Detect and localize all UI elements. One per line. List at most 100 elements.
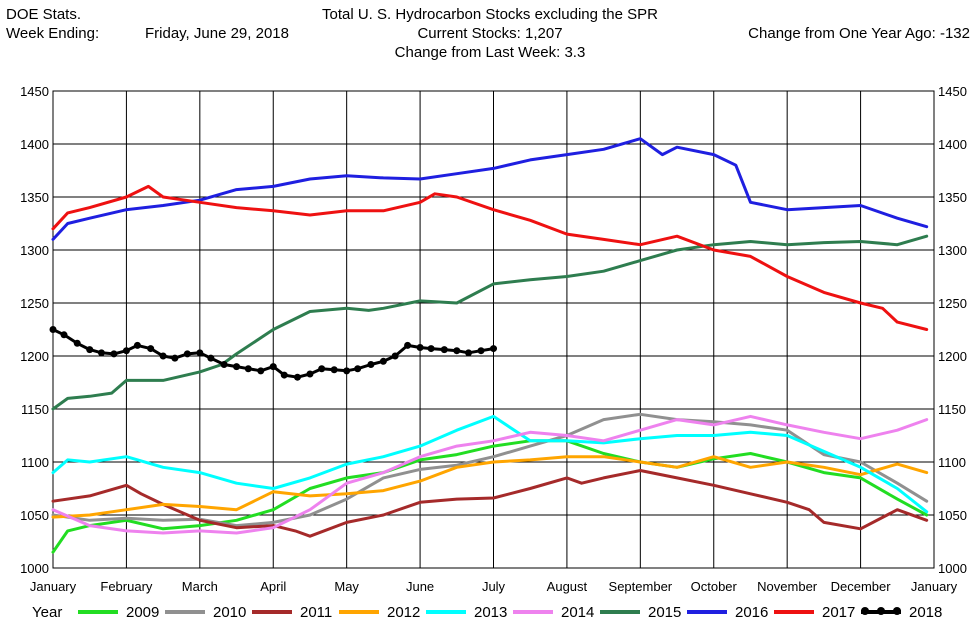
series-point-2018 — [133, 341, 141, 349]
current-stocks: Current Stocks: 1,207 — [417, 25, 563, 42]
x-tick-label: September — [609, 579, 673, 594]
change-from-one-year-ago: Change from One Year Ago: -132 — [748, 25, 970, 42]
series-point-2018 — [465, 349, 473, 357]
series-point-2018 — [416, 344, 424, 352]
series-point-2018 — [269, 363, 277, 371]
series-point-2018 — [159, 352, 167, 360]
legend-swatch — [861, 607, 901, 615]
week-ending-label: Week Ending: — [6, 25, 100, 42]
legend-label: 2009 — [126, 603, 160, 621]
legend-item-2016: 2016 — [687, 600, 768, 624]
legend-label: 2017 — [822, 603, 856, 621]
y-tick-label-left: 1200 — [20, 349, 49, 364]
legend-label: 2012 — [387, 603, 421, 621]
x-tick-label: May — [334, 579, 359, 594]
legend-item-2017: 2017 — [774, 600, 855, 624]
series-point-2018 — [196, 349, 204, 357]
legend-swatch — [687, 610, 727, 614]
legend-label: 2016 — [735, 603, 769, 621]
legend-title: Year — [32, 604, 63, 621]
series-point-2018 — [147, 345, 155, 353]
legend-marker — [877, 607, 885, 615]
y-tick-label-right: 1350 — [938, 190, 967, 205]
legend-item-2009: 2009 — [78, 600, 159, 624]
series-point-2018 — [220, 360, 228, 368]
legend-item-2015: 2015 — [600, 600, 681, 624]
legend-item-2018: 2018 — [861, 600, 942, 624]
y-tick-label-right: 1450 — [938, 84, 967, 99]
x-tick-label: January — [30, 579, 77, 594]
x-tick-label: January — [911, 579, 958, 594]
y-tick-label-right: 1300 — [938, 243, 967, 258]
series-point-2018 — [293, 373, 301, 381]
legend-label: 2013 — [474, 603, 508, 621]
y-tick-label-right: 1200 — [938, 349, 967, 364]
x-tick-label: February — [100, 579, 153, 594]
legend-marker — [893, 607, 901, 615]
legend-swatch — [252, 610, 292, 614]
legend-swatch — [426, 610, 466, 614]
series-line-2012 — [51, 455, 929, 519]
series-line-2015 — [51, 234, 929, 411]
y-tick-label-left: 1350 — [20, 190, 49, 205]
series-point-2018 — [86, 346, 94, 354]
legend-item-2014: 2014 — [513, 600, 594, 624]
y-tick-label-right: 1000 — [938, 561, 967, 576]
x-tick-label: October — [691, 579, 738, 594]
series-point-2018 — [257, 367, 265, 375]
series-line-2013 — [51, 414, 929, 514]
series-point-2018 — [453, 347, 461, 355]
series-point-2018 — [207, 354, 215, 362]
legend-swatch — [600, 610, 640, 614]
legend-swatch — [78, 610, 118, 614]
series-point-2018 — [60, 331, 68, 339]
legend-item-2011: 2011 — [252, 600, 332, 624]
y-tick-label-right: 1150 — [938, 402, 966, 417]
series-point-2018 — [427, 345, 435, 353]
series-point-2018 — [330, 366, 338, 374]
series-line-2017 — [51, 184, 929, 331]
source-label: DOE Stats. — [6, 6, 82, 23]
y-tick-label-left: 1450 — [20, 84, 49, 99]
series-line-2011 — [51, 469, 929, 538]
x-tick-label: March — [182, 579, 218, 594]
legend-label: 2011 — [300, 603, 333, 621]
series-point-2018 — [244, 365, 252, 373]
legend-label: 2014 — [561, 603, 595, 621]
series-point-2018 — [122, 347, 130, 355]
legend-label: 2018 — [909, 603, 943, 621]
line-chart: 1000 1000 1050 1050 1100 1100 1150 1150 1200 1200… — [20, 84, 967, 594]
x-tick-label: December — [831, 579, 892, 594]
x-tick-label: July — [482, 579, 506, 594]
series-line-2014 — [51, 414, 929, 535]
series-point-2018 — [391, 352, 399, 360]
y-tick-label-right: 1250 — [938, 296, 967, 311]
legend-swatch — [165, 610, 205, 614]
legend-label: 2010 — [213, 603, 247, 621]
series-line-2009 — [51, 439, 929, 554]
series-point-2018 — [367, 360, 375, 368]
y-tick-label-left: 1300 — [20, 243, 49, 258]
y-tick-label-right: 1400 — [938, 137, 967, 152]
series-point-2018 — [379, 357, 387, 365]
series-point-2018 — [318, 365, 326, 373]
legend-label: 2015 — [648, 603, 682, 621]
legend-swatch — [774, 610, 814, 614]
change-from-last-week: Change from Last Week: 3.3 — [394, 44, 586, 61]
series-point-2018 — [440, 346, 448, 354]
legend: Year 2009 2010 2011 2012 2013 2014 2015 2016 201… — [0, 600, 974, 626]
series-point-2018 — [233, 363, 241, 371]
legend-swatch — [513, 610, 553, 614]
y-tick-label-left: 1100 — [21, 455, 49, 470]
series-point-2018 — [110, 350, 118, 358]
x-tick-label: April — [260, 579, 286, 594]
x-tick-label: November — [757, 579, 818, 594]
series-point-2018 — [49, 326, 57, 333]
y-tick-label-left: 1150 — [21, 402, 49, 417]
legend-marker — [861, 607, 869, 615]
x-tick-label: June — [406, 579, 434, 594]
series-point-2018 — [280, 371, 288, 379]
y-tick-label-left: 1050 — [20, 508, 49, 523]
legend-swatch — [339, 610, 379, 614]
week-ending-date: Friday, June 29, 2018 — [145, 25, 289, 42]
